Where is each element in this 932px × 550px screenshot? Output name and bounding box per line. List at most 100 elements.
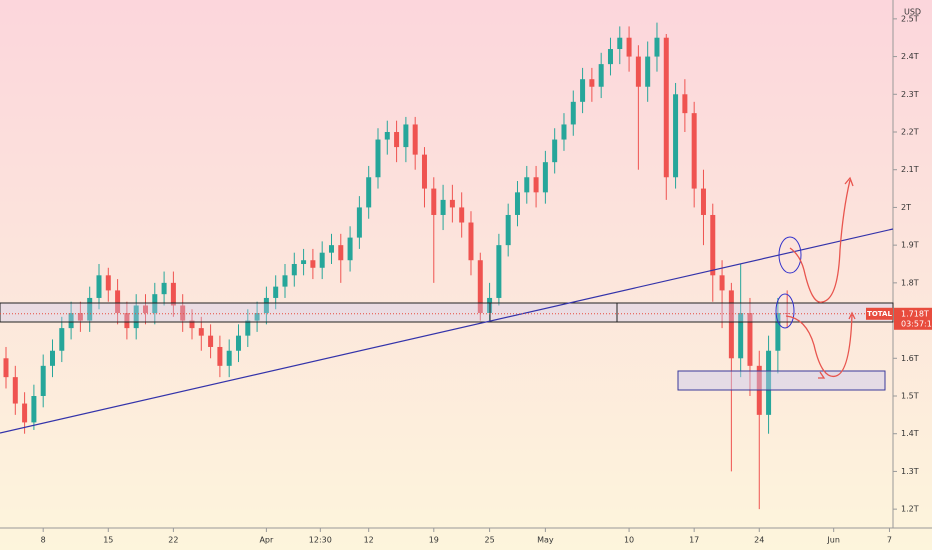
candle-body: [235, 335, 241, 351]
x-tick-label: 7: [887, 536, 892, 545]
arrow-head: [818, 371, 826, 379]
candle-body: [152, 294, 158, 314]
candle-body: [626, 37, 632, 57]
y-tick-label: 1.9T: [901, 241, 919, 250]
symbol-badge: [866, 307, 893, 320]
circle-marker: [775, 293, 795, 329]
candle-body: [189, 320, 195, 329]
candle-body: [273, 286, 279, 298]
candle-body: [617, 37, 623, 50]
y-tick-label: 1.3T: [901, 467, 919, 476]
x-tick-label: Apr: [259, 536, 274, 545]
candle-body: [105, 275, 111, 291]
candle-body: [691, 113, 697, 189]
candle-body: [505, 214, 511, 246]
candle-body: [170, 282, 176, 306]
y-tick-label: 2.5T: [901, 14, 919, 23]
demand-zone: [677, 370, 886, 391]
x-tick-label: 24: [754, 536, 764, 545]
candle-body: [533, 177, 539, 193]
candle-body: [338, 245, 344, 261]
candle-body: [77, 313, 83, 321]
candle-body: [738, 313, 744, 359]
x-tick-label: 17: [689, 536, 699, 545]
candle-body: [356, 207, 362, 238]
candle-body: [282, 275, 288, 287]
candle-body: [180, 305, 186, 321]
candle-body: [124, 313, 130, 329]
last-price-label: 1.718T: [901, 309, 929, 318]
candle-body: [663, 37, 669, 178]
candle-body: [217, 346, 223, 366]
candle-body: [421, 154, 427, 189]
candle-body: [254, 313, 260, 321]
y-tick-label: 1.8T: [901, 278, 919, 287]
candle-body: [328, 245, 334, 253]
y-tick-label: 2.3T: [901, 90, 919, 99]
x-tick-label: 10: [624, 536, 634, 545]
candle-body: [31, 396, 37, 423]
candle-body: [291, 264, 297, 276]
candle-body: [301, 260, 307, 264]
candle-body: [440, 199, 446, 215]
candle-body: [133, 305, 139, 329]
candle-body: [710, 214, 716, 276]
candle-body: [459, 207, 465, 223]
candle-body: [96, 275, 102, 298]
countdown-label: 03:57:15: [901, 319, 932, 328]
candle-body: [245, 320, 251, 336]
y-tick-label: 1.2T: [901, 505, 919, 514]
candle-body: [161, 282, 167, 295]
candle-body: [394, 132, 400, 148]
candle-body: [552, 139, 558, 163]
candle-body: [682, 94, 688, 114]
candle-body: [403, 124, 409, 148]
candle-body: [319, 252, 325, 268]
candle-body: [570, 101, 576, 125]
x-tick-label: 12: [364, 536, 374, 545]
arrow-head: [848, 311, 856, 320]
candle-body: [477, 260, 483, 314]
candle-body: [645, 56, 651, 87]
circle-marker: [778, 236, 802, 274]
candle-body: [598, 64, 604, 87]
candle-body: [449, 199, 455, 208]
x-tick-label: Jun: [826, 536, 840, 545]
candle-body: [747, 313, 753, 366]
x-tick-label: 8: [41, 536, 46, 545]
candle-body: [635, 56, 641, 87]
candle-body: [68, 313, 74, 329]
candle-body: [263, 297, 269, 314]
y-tick-label: 2.4T: [901, 52, 919, 61]
candle-body: [59, 328, 65, 351]
x-tick-label: 22: [168, 536, 178, 545]
candle-body: [728, 290, 734, 359]
candle-body: [208, 335, 214, 347]
candle-body: [542, 162, 548, 193]
candle-body: [366, 177, 372, 208]
x-tick-label: 25: [484, 536, 494, 545]
candle-body: [115, 290, 121, 314]
arrow-head: [844, 176, 854, 187]
x-tick-label: 15: [103, 536, 113, 545]
candle-body: [496, 245, 502, 298]
candle-body: [561, 124, 567, 140]
support-zone: [0, 302, 894, 323]
x-tick-label: May: [537, 536, 554, 545]
candle-body: [142, 305, 148, 314]
candle-body: [589, 79, 595, 87]
y-tick-label: 2T: [901, 203, 911, 212]
candle-body: [384, 132, 390, 140]
candle-body: [347, 237, 353, 261]
symbol-label: TOTAL: [867, 310, 892, 318]
candle-body: [87, 297, 93, 321]
candle-body: [468, 222, 474, 261]
candle-body: [700, 188, 706, 215]
candle-body: [719, 275, 725, 291]
candle-body: [580, 79, 586, 102]
candle-body: [514, 192, 520, 215]
y-tick-label: 2.2T: [901, 128, 919, 137]
